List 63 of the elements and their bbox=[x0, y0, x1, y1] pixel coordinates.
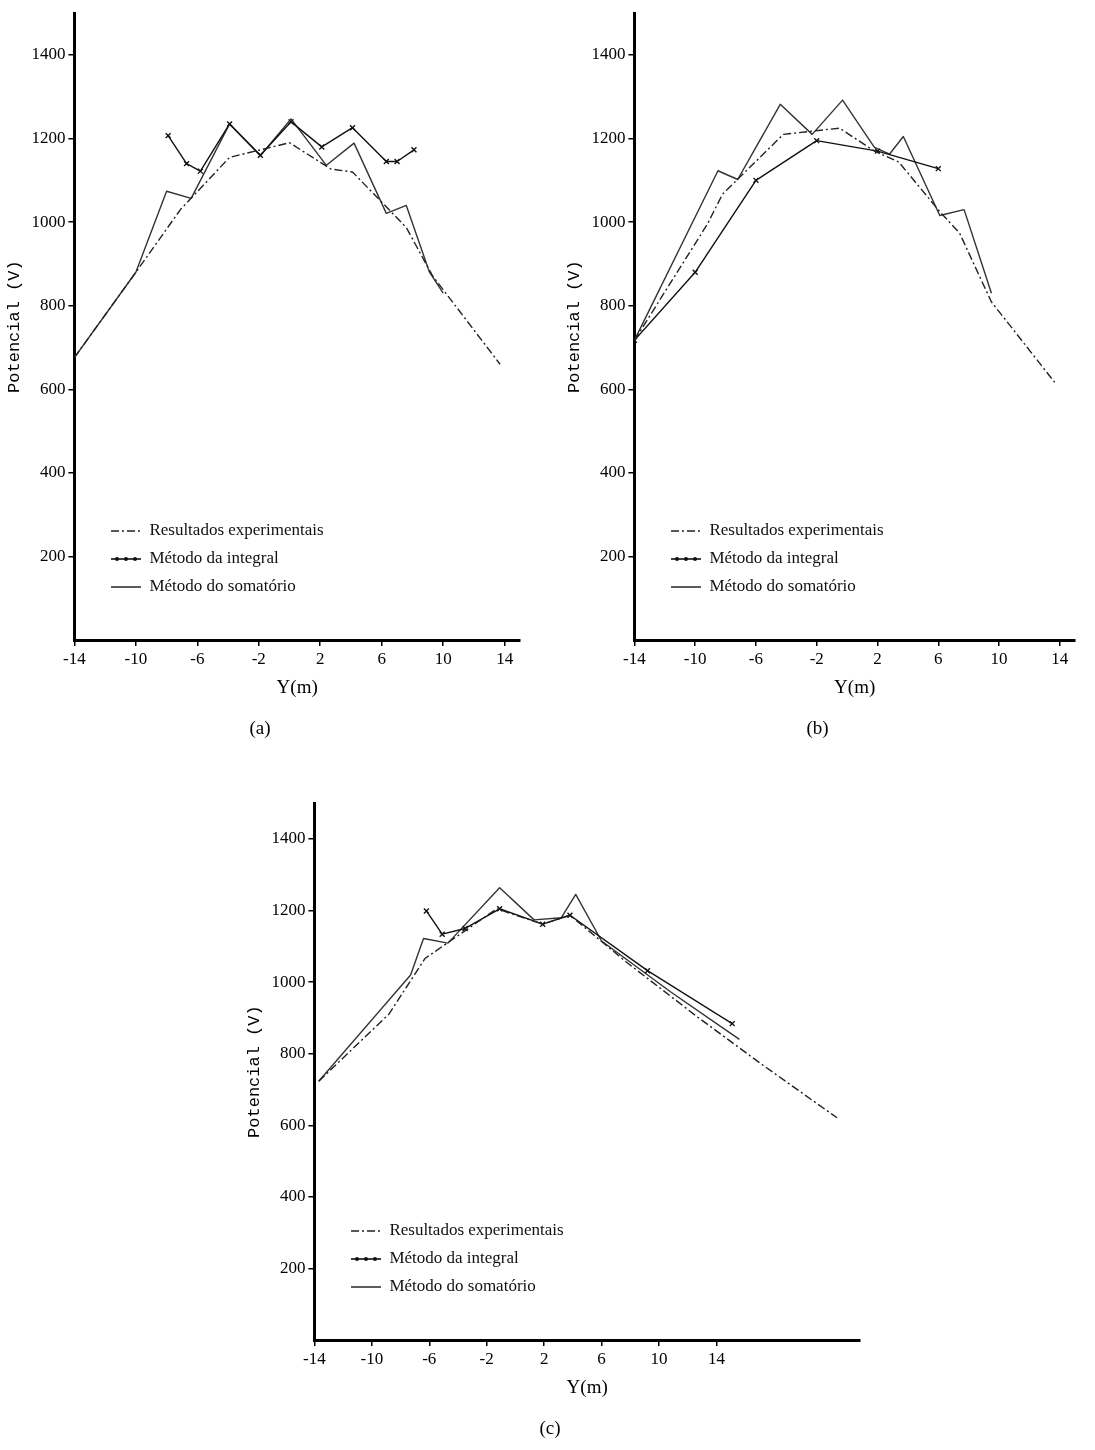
legend-label: Método da integral bbox=[389, 1248, 519, 1267]
x-tick-label: -14 bbox=[623, 648, 647, 668]
y-tick-label: 1000 bbox=[271, 971, 306, 991]
x-tick-label: -6 bbox=[190, 648, 205, 668]
y-tick-label: 400 bbox=[39, 462, 66, 482]
x-axis-title: Y(m) bbox=[566, 1375, 608, 1398]
y-tick-label: 800 bbox=[279, 1043, 306, 1063]
x-tick-label: -6 bbox=[422, 1348, 437, 1368]
y-axis-title: Potencial (V) bbox=[244, 1005, 264, 1138]
legend-label: Método da integral bbox=[709, 548, 839, 567]
x-tick-label: -2 bbox=[809, 648, 824, 668]
x-tick-label: 14 bbox=[707, 1348, 726, 1368]
y-tick-label: 200 bbox=[39, 545, 66, 565]
x-tick-label: -14 bbox=[303, 1348, 327, 1368]
legend-label: Resultados experimentais bbox=[389, 1220, 564, 1239]
y-tick-label: 800 bbox=[599, 295, 626, 315]
y-tick-label: 600 bbox=[599, 378, 626, 398]
x-tick-label: 2 bbox=[316, 648, 325, 668]
legend-label: Resultados experimentais bbox=[709, 520, 884, 539]
y-tick-label: 800 bbox=[39, 295, 66, 315]
x-tick-label: 10 bbox=[650, 1348, 668, 1368]
y-axis-title: Potencial (V) bbox=[564, 260, 584, 393]
x-tick-label: 10 bbox=[434, 648, 452, 668]
y-tick-label: 1200 bbox=[31, 128, 66, 148]
x-tick-label: 2 bbox=[873, 648, 882, 668]
y-tick-label: 600 bbox=[279, 1114, 306, 1134]
legend-label: Método do somatório bbox=[389, 1276, 536, 1295]
x-tick-label: 6 bbox=[597, 1348, 606, 1368]
x-tick-label: 2 bbox=[539, 1348, 549, 1368]
y-tick-label: 1000 bbox=[591, 211, 626, 231]
x-tick-label: -6 bbox=[748, 648, 764, 668]
text: (b) bbox=[806, 716, 829, 739]
x-tick-label: 6 bbox=[934, 648, 943, 668]
x-tick-label: 14 bbox=[1051, 648, 1069, 668]
x-tick-label: -2 bbox=[479, 1348, 494, 1368]
y-tick-label: 400 bbox=[279, 1186, 306, 1206]
y-tick-label: 1400 bbox=[31, 44, 66, 64]
x-tick-label: -14 bbox=[63, 648, 87, 668]
y-tick-label: 1200 bbox=[591, 128, 626, 148]
legend-label: Método do somatório bbox=[709, 576, 856, 595]
x-axis-title: Y(m) bbox=[276, 675, 318, 698]
y-axis-title: Potencial (V) bbox=[4, 260, 24, 393]
x-tick-label: 14 bbox=[496, 648, 514, 668]
x-tick-label: -10 bbox=[124, 648, 148, 668]
x-tick-label: 6 bbox=[377, 648, 386, 668]
x-tick-label: -10 bbox=[683, 648, 707, 668]
y-tick-label: 1200 bbox=[271, 900, 306, 920]
y-tick-label: 1000 bbox=[31, 211, 66, 231]
x-tick-label: -2 bbox=[251, 648, 266, 668]
y-tick-label: 1400 bbox=[271, 828, 306, 848]
text: (c) bbox=[539, 1416, 561, 1439]
y-tick-label: 200 bbox=[279, 1257, 306, 1277]
x-tick-label: 10 bbox=[990, 648, 1008, 668]
legend-label: Método da integral bbox=[149, 548, 279, 567]
y-tick-label: 1400 bbox=[591, 44, 626, 64]
legend-label: Método do somatório bbox=[149, 576, 296, 595]
y-tick-label: 400 bbox=[599, 462, 626, 482]
x-tick-label: -10 bbox=[360, 1348, 384, 1368]
y-tick-label: 600 bbox=[39, 378, 66, 398]
text: (a) bbox=[249, 716, 271, 739]
x-axis-title: Y(m) bbox=[834, 675, 876, 698]
legend-label: Resultados experimentais bbox=[149, 520, 324, 539]
y-tick-label: 200 bbox=[599, 545, 626, 565]
